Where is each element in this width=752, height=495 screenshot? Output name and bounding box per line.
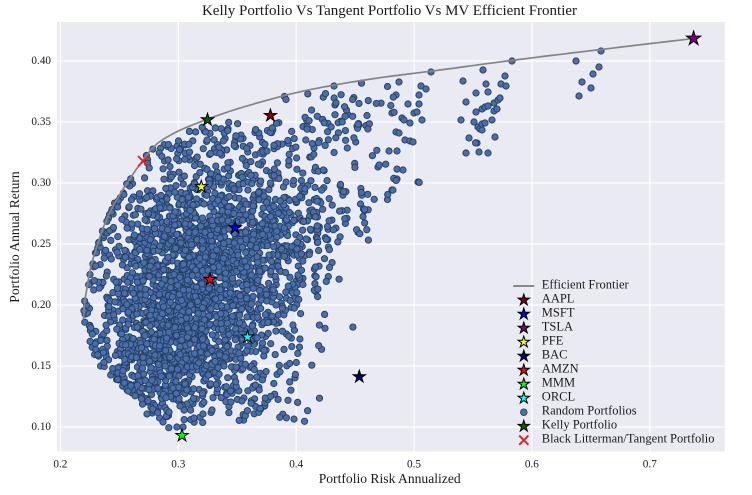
svg-text:BAC: BAC <box>542 348 568 362</box>
svg-text:0.6: 0.6 <box>525 458 539 470</box>
svg-text:Random Portfolios: Random Portfolios <box>542 404 637 418</box>
svg-text:AAPL: AAPL <box>542 292 575 306</box>
svg-text:MSFT: MSFT <box>542 306 575 320</box>
svg-text:ORCL: ORCL <box>542 390 575 404</box>
svg-text:0.30: 0.30 <box>31 177 51 189</box>
svg-text:MMM: MMM <box>542 376 575 390</box>
svg-text:0.40: 0.40 <box>31 55 51 67</box>
svg-text:TSLA: TSLA <box>542 320 573 334</box>
svg-text:Kelly Portfolio: Kelly Portfolio <box>542 418 617 432</box>
svg-text:PFE: PFE <box>542 334 564 348</box>
svg-text:Black Litterman/Tangent Portfo: Black Litterman/Tangent Portfolio <box>542 432 715 446</box>
svg-text:0.10: 0.10 <box>31 421 51 433</box>
svg-text:0.20: 0.20 <box>31 299 51 311</box>
svg-text:0.7: 0.7 <box>643 458 657 470</box>
svg-text:0.35: 0.35 <box>31 116 51 128</box>
svg-text:Kelly Portfolio Vs Tangent Por: Kelly Portfolio Vs Tangent Portfolio Vs … <box>202 3 577 19</box>
svg-text:AMZN: AMZN <box>542 362 579 376</box>
svg-text:Portfolio Risk Annualized: Portfolio Risk Annualized <box>319 471 461 486</box>
svg-text:0.3: 0.3 <box>171 458 185 470</box>
svg-text:0.5: 0.5 <box>407 458 421 470</box>
svg-text:0.4: 0.4 <box>289 458 303 470</box>
svg-text:Efficient Frontier: Efficient Frontier <box>542 278 630 292</box>
svg-text:0.25: 0.25 <box>31 238 51 250</box>
svg-text:0.15: 0.15 <box>31 360 51 372</box>
svg-text:0.2: 0.2 <box>53 458 67 470</box>
svg-text:Portfolio Annual Return: Portfolio Annual Return <box>7 171 22 303</box>
